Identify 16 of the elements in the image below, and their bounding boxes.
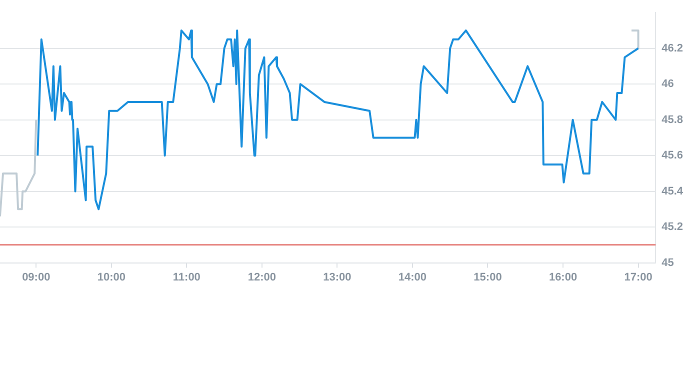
x-tick-label: 16:00 [548,271,578,284]
x-tick-label: 11:00 [172,271,200,284]
x-tick-label: 09:00 [22,271,50,284]
y-tick-label: 45.4 [662,185,684,198]
y-tick-label: 45.2 [662,221,684,234]
y-tick-label: 46.2 [662,42,684,54]
y-tick-label: 45 [662,256,674,269]
x-tick-label: 10:00 [97,271,126,284]
x-tick-label: 17:00 [624,271,652,284]
x-tick-label: 13:00 [323,271,352,284]
y-tick-label: 45.8 [662,114,684,126]
x-tick-label: 12:00 [248,271,276,284]
x-tick-label: 15:00 [474,271,502,284]
y-tick-label: 46 [662,78,674,90]
x-tick-label: 14:00 [398,271,427,284]
y-tick-label: 45.6 [662,150,684,162]
